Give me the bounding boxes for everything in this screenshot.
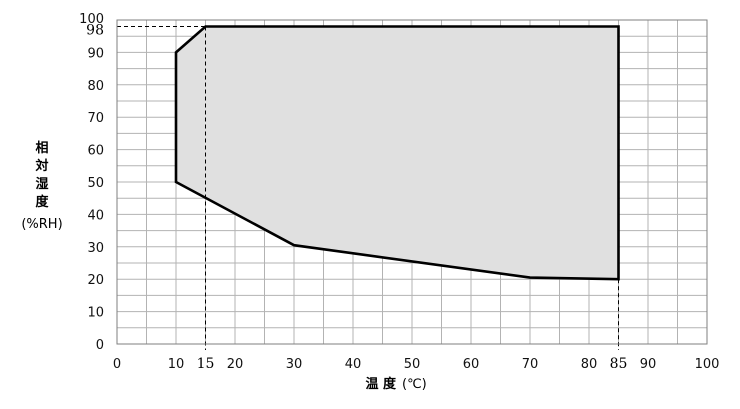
x-tick-label: 90 <box>640 357 657 372</box>
x-tick-label: 30 <box>286 357 303 372</box>
x-tick-label: 85 <box>610 356 628 372</box>
plot-frame <box>116 19 708 345</box>
x-tick-label: 60 <box>463 357 480 372</box>
y-tick-label: 60 <box>87 144 104 159</box>
x-tick-label: 15 <box>197 356 215 372</box>
x-tick-label: 50 <box>404 357 421 372</box>
y-axis-title-line-3: 湿 <box>35 177 48 192</box>
x-tick-label: 100 <box>695 357 720 372</box>
y-axis-title-line-1: 相 <box>35 140 48 156</box>
plot-border <box>116 19 708 345</box>
x-tick-labels: 0 10 15 20 30 40 50 60 70 80 85 90 100 <box>113 356 720 372</box>
x-axis-title: 温 度 <box>365 376 397 392</box>
y-tick-label: 10 <box>87 306 104 321</box>
y-tick-label: 80 <box>87 79 104 94</box>
x-tick-label: 0 <box>113 357 121 372</box>
x-tick-label: 10 <box>168 357 185 372</box>
x-axis-unit: (℃) <box>402 377 427 392</box>
y-tick-label: 20 <box>87 273 104 288</box>
y-tick-label: 30 <box>87 241 104 256</box>
y-axis-title-line-2: 対 <box>34 158 48 174</box>
x-tick-label: 80 <box>581 357 598 372</box>
y-tick-label: 90 <box>87 46 104 61</box>
guide-lines <box>117 25 619 350</box>
y-tick-label: 70 <box>87 111 104 126</box>
x-tick-label: 20 <box>227 357 244 372</box>
x-tick-label: 70 <box>522 357 539 372</box>
y-tick-label: 50 <box>87 176 104 191</box>
y-tick-label: 0 <box>96 338 104 353</box>
x-tick-label: 40 <box>345 357 362 372</box>
region-polygon <box>174 25 620 281</box>
y-tick-label: 40 <box>87 208 104 223</box>
y-tick-label: 98 <box>86 22 104 38</box>
operating-region <box>174 25 620 281</box>
y-axis-unit: (%RH) <box>21 217 62 232</box>
y-tick-label: 100 <box>79 12 104 27</box>
y-axis-title-line-4: 度 <box>35 194 49 210</box>
